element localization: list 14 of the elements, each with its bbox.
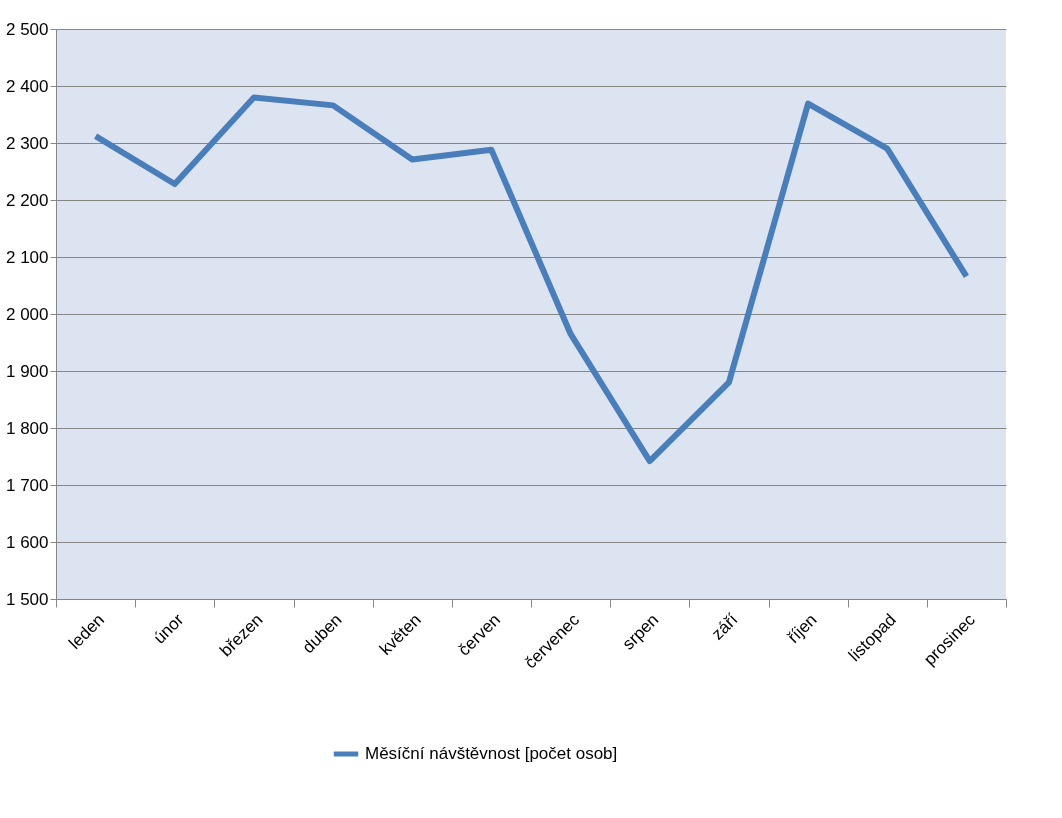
y-tick-label: 2 300 — [5, 133, 49, 153]
x-tick-label: září — [707, 609, 742, 644]
y-tick-label: 2 500 — [5, 19, 49, 39]
y-tick-label: 1 500 — [5, 589, 49, 609]
y-tick-label: 1 700 — [5, 475, 49, 495]
y-tick-label: 2 200 — [5, 190, 49, 210]
y-tick-label: 2 400 — [5, 76, 49, 96]
y-tick-label: 2 000 — [5, 304, 49, 324]
y-tick-label: 2 100 — [5, 247, 49, 267]
y-tick-label: 1 900 — [5, 361, 49, 381]
y-tick-label: 1 600 — [5, 532, 49, 552]
legend-label: Měsíční návštěvnost [počet osob] — [365, 744, 618, 763]
y-tick-label: 1 800 — [5, 418, 49, 438]
x-tick-label: říjen — [783, 610, 821, 647]
